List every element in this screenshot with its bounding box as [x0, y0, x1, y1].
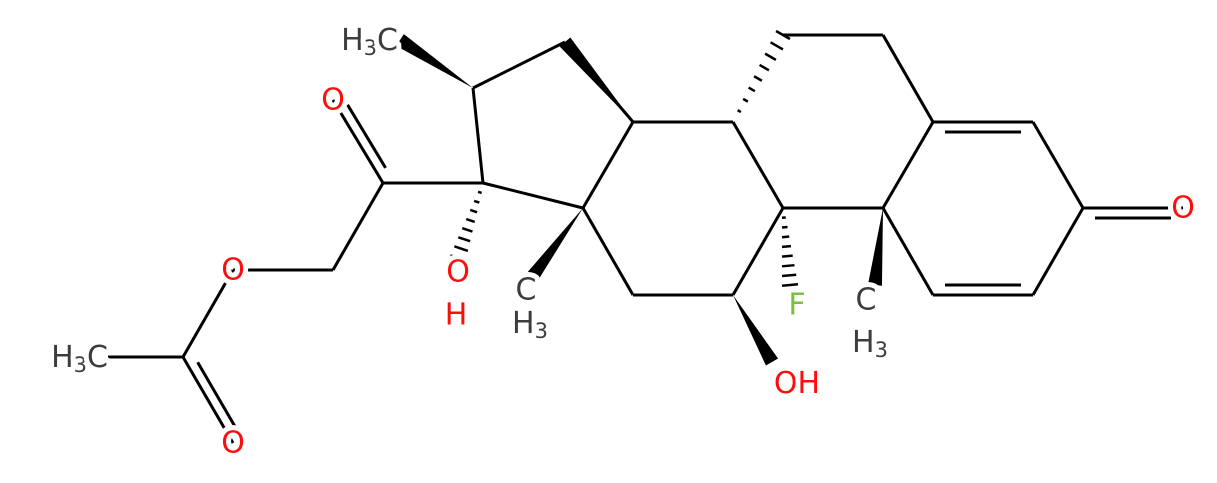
- bond: [461, 226, 473, 233]
- bonds: [108, 29, 1183, 444]
- bond: [737, 109, 742, 114]
- atom-label: O: [221, 426, 245, 461]
- atom-label: H: [445, 298, 468, 333]
- atom-labels: H3C O O H3C O O H C H3 OH F C H3 O: [46, 18, 1200, 466]
- atom-label: C: [516, 273, 537, 308]
- atom-label: F: [788, 288, 805, 323]
- bond: [881, 121, 935, 209]
- bond: [781, 273, 797, 278]
- atom-label: H3C: [341, 23, 398, 61]
- bond: [758, 63, 770, 72]
- bond: [868, 208, 883, 286]
- atom-label: O: [221, 253, 245, 288]
- bond: [769, 41, 784, 51]
- bond: [781, 283, 799, 287]
- bond: [733, 295, 779, 366]
- bond: [471, 87, 485, 184]
- bond: [346, 104, 387, 169]
- bond: [881, 207, 935, 296]
- bond: [747, 86, 756, 93]
- bond: [781, 244, 792, 249]
- atom-label: H3: [852, 325, 888, 363]
- bond: [731, 207, 785, 296]
- bond: [753, 75, 763, 82]
- bond: [559, 37, 633, 122]
- bond: [781, 235, 790, 239]
- bond: [764, 52, 777, 61]
- bond: [775, 29, 791, 41]
- bond: [742, 97, 749, 103]
- bond: [457, 236, 471, 243]
- bond: [581, 121, 635, 209]
- bond: [482, 181, 584, 210]
- atom-label: O: [446, 255, 470, 290]
- bond: [472, 40, 566, 90]
- bond: [469, 208, 478, 214]
- bond: [453, 245, 469, 253]
- atom-label: OH: [774, 366, 820, 401]
- bond: [524, 208, 583, 285]
- bond: [465, 217, 476, 224]
- bond: [331, 182, 385, 271]
- bond: [581, 207, 635, 296]
- bond: [473, 199, 480, 204]
- bond: [477, 190, 483, 195]
- bond: [731, 121, 785, 209]
- atom-label: H3C: [51, 340, 108, 378]
- bond: [881, 34, 935, 123]
- bond: [1031, 121, 1085, 209]
- bond: [181, 356, 235, 444]
- bond: [196, 361, 237, 429]
- bond: [181, 269, 235, 358]
- bond: [331, 99, 385, 184]
- atom-label: O: [321, 83, 345, 118]
- atom-label: H3: [512, 306, 548, 344]
- bond: [396, 34, 473, 88]
- atom-label: O: [1171, 191, 1195, 226]
- atom-label: C: [856, 283, 877, 318]
- bond: [781, 254, 793, 258]
- bond: [450, 254, 466, 262]
- bond: [1031, 207, 1085, 296]
- bond: [781, 263, 795, 268]
